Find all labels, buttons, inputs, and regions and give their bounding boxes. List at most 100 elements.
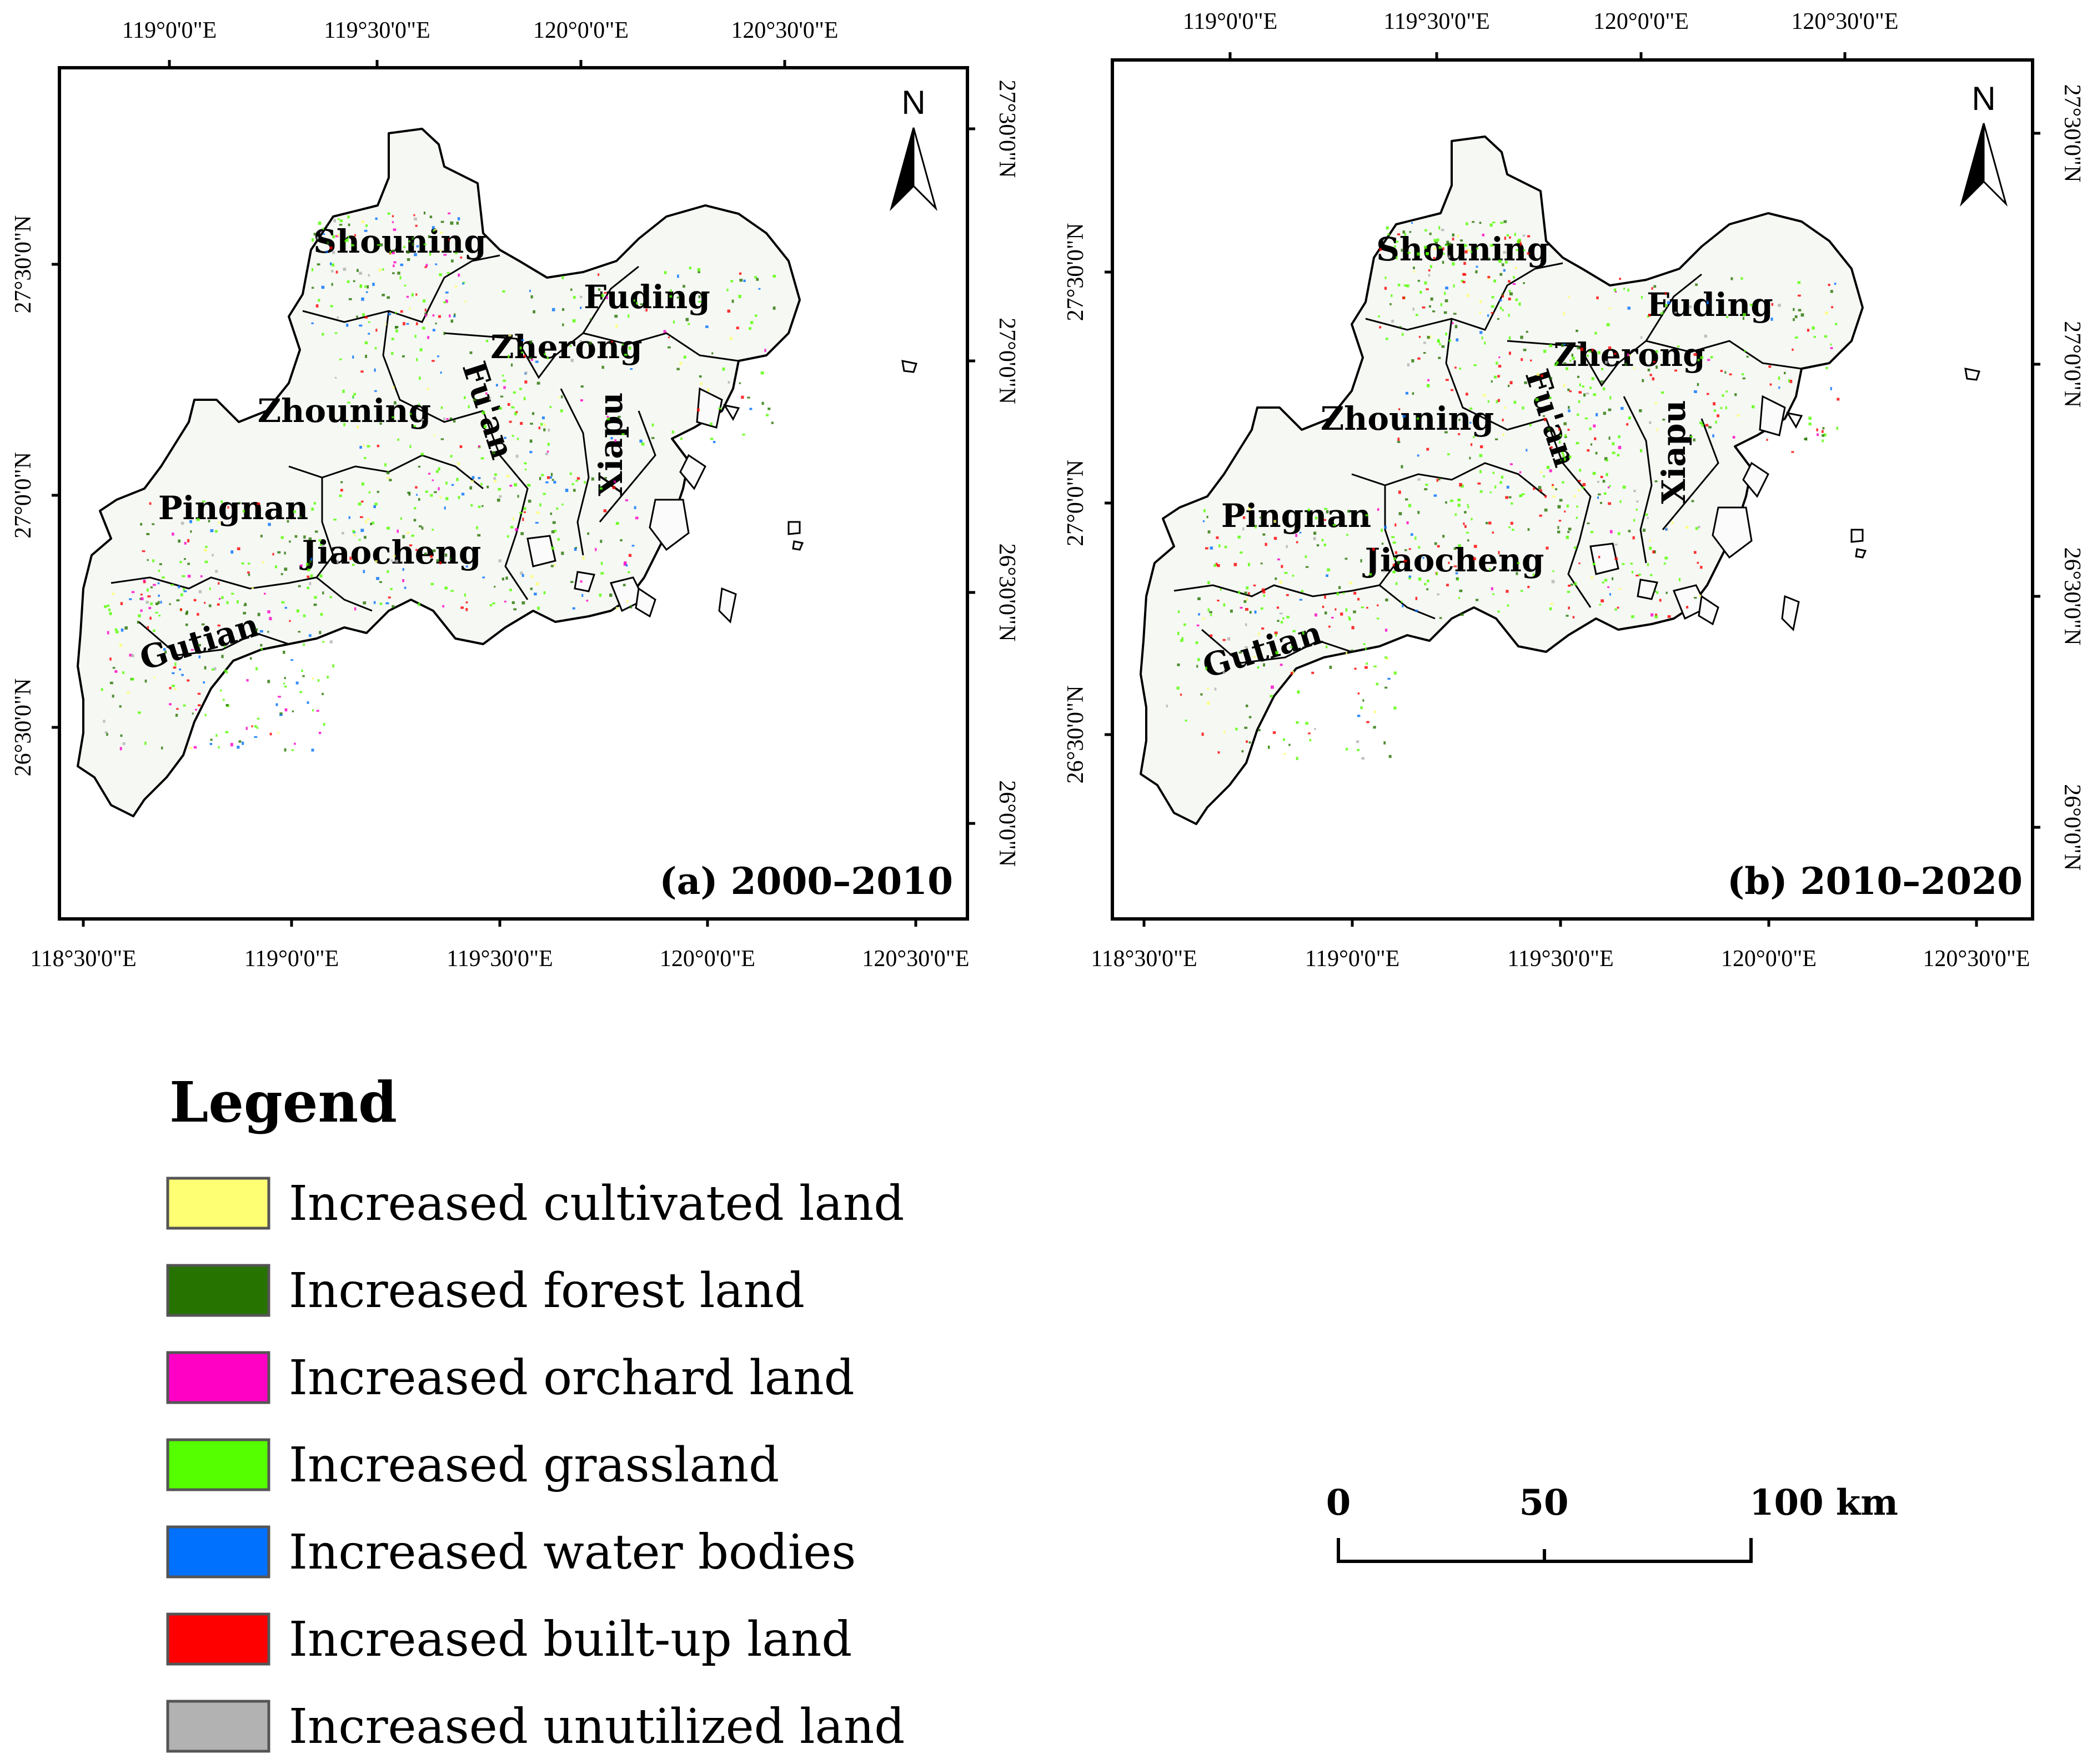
- change-pixel: [1694, 597, 1697, 599]
- change-pixel: [1445, 501, 1447, 504]
- change-pixel: [541, 474, 544, 476]
- change-pixel: [1438, 478, 1441, 481]
- change-pixel: [1563, 422, 1567, 425]
- change-pixel: [419, 348, 423, 351]
- change-pixel: [311, 322, 314, 324]
- change-pixel: [407, 258, 410, 261]
- change-pixel: [415, 322, 418, 325]
- change-pixel: [1437, 238, 1439, 242]
- change-pixel: [1798, 309, 1802, 311]
- change-pixel: [349, 556, 352, 560]
- change-pixel: [1523, 349, 1527, 351]
- change-pixel: [416, 245, 419, 248]
- left-lat-label: 26°30'0"N: [11, 679, 36, 777]
- change-pixel: [281, 601, 285, 604]
- change-pixel: [1276, 606, 1280, 609]
- change-pixel: [1606, 323, 1610, 326]
- change-pixel: [520, 422, 523, 425]
- change-pixel: [322, 227, 324, 230]
- change-pixel: [143, 579, 146, 582]
- change-pixel: [730, 280, 734, 283]
- scale-bar: 0 50 100 km: [1326, 1482, 1898, 1563]
- legend-item-label: Increased built-up land: [289, 1612, 852, 1667]
- change-pixel: [470, 504, 473, 507]
- change-pixel: [698, 271, 700, 274]
- change-pixel: [1793, 308, 1795, 311]
- change-pixel: [1707, 301, 1709, 304]
- change-pixel: [1640, 336, 1643, 339]
- change-pixel: [311, 507, 314, 511]
- change-pixel: [204, 602, 206, 604]
- change-pixel: [1577, 489, 1580, 492]
- change-pixel: [137, 621, 139, 624]
- change-pixel: [728, 381, 730, 384]
- change-pixel: [1614, 557, 1618, 560]
- change-pixel: [1262, 533, 1266, 536]
- change-pixel: [343, 268, 347, 271]
- change-pixel: [243, 604, 247, 606]
- change-pixel: [185, 624, 188, 626]
- change-pixel: [309, 560, 312, 563]
- change-pixel: [245, 727, 248, 730]
- change-pixel: [1379, 248, 1382, 251]
- change-pixel: [317, 679, 320, 682]
- change-pixel: [1427, 579, 1429, 582]
- change-pixel: [620, 539, 623, 541]
- change-pixel: [432, 226, 435, 230]
- change-pixel: [1427, 379, 1430, 381]
- change-pixel: [392, 221, 394, 223]
- change-pixel: [1460, 613, 1464, 616]
- change-pixel: [766, 414, 769, 416]
- change-pixel: [1487, 276, 1491, 279]
- change-pixel: [1475, 270, 1478, 274]
- change-pixel: [1647, 369, 1650, 371]
- change-pixel: [415, 293, 418, 296]
- change-pixel: [1574, 546, 1577, 549]
- change-pixel: [1569, 360, 1572, 362]
- change-pixel: [544, 353, 546, 356]
- change-pixel: [1177, 631, 1180, 635]
- change-pixel: [1619, 278, 1622, 280]
- change-pixel: [361, 220, 365, 223]
- change-pixel: [364, 456, 367, 459]
- change-pixel: [312, 287, 314, 289]
- change-pixel: [119, 705, 122, 708]
- change-pixel: [530, 587, 533, 590]
- change-pixel: [359, 324, 363, 327]
- change-pixel: [1552, 495, 1556, 498]
- change-pixel: [1587, 354, 1589, 357]
- change-pixel: [227, 506, 229, 509]
- change-pixel: [571, 483, 574, 485]
- change-pixel: [523, 396, 526, 400]
- change-pixel: [1498, 551, 1500, 555]
- change-pixel: [101, 688, 103, 691]
- change-pixel: [119, 747, 122, 751]
- change-pixel: [1602, 387, 1606, 391]
- change-pixel: [364, 341, 368, 344]
- change-pixel: [500, 395, 504, 398]
- change-pixel: [1597, 481, 1600, 483]
- change-pixel: [1448, 339, 1452, 342]
- change-pixel: [1392, 564, 1395, 567]
- change-pixel: [688, 323, 690, 325]
- change-pixel: [635, 516, 639, 520]
- change-pixel: [143, 580, 146, 584]
- change-pixel: [192, 712, 194, 715]
- change-pixel: [1424, 488, 1428, 491]
- change-pixel: [458, 273, 460, 277]
- change-pixel: [421, 526, 424, 530]
- change-pixel: [197, 692, 201, 695]
- change-pixel: [1614, 290, 1617, 293]
- change-pixel: [462, 282, 465, 284]
- change-pixel: [535, 582, 539, 586]
- change-pixel: [700, 382, 703, 385]
- change-pixel: [439, 273, 443, 277]
- change-pixel: [1454, 366, 1457, 369]
- change-pixel: [509, 589, 512, 591]
- change-pixel: [1402, 604, 1404, 607]
- change-pixel: [1509, 381, 1513, 385]
- change-pixel: [1469, 421, 1472, 424]
- change-pixel: [189, 520, 192, 524]
- change-pixel: [1612, 577, 1614, 580]
- change-pixel: [1677, 345, 1680, 348]
